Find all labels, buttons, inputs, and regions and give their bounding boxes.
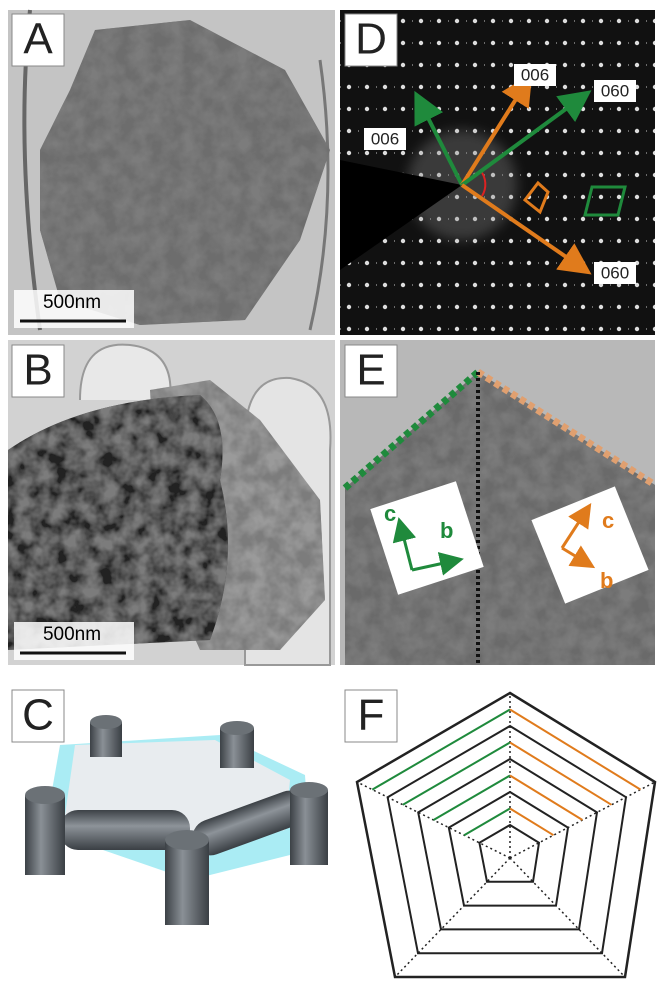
panel-label: A <box>23 15 53 64</box>
axis-label: b <box>440 518 453 543</box>
diagram-line <box>509 708 642 791</box>
panel-label: F <box>358 691 385 740</box>
diagram-line <box>447 790 570 907</box>
panel-e: c b c b E <box>340 340 657 665</box>
diagram-line <box>509 807 555 837</box>
annotation: 006 <box>371 129 399 148</box>
diagram-line <box>417 757 599 931</box>
diagram-line <box>394 857 511 978</box>
diagram-line <box>509 741 613 806</box>
panel-c: C <box>11 689 328 925</box>
annotation: 006 <box>521 65 549 84</box>
annotation: 060 <box>601 263 629 282</box>
diagram-line <box>386 724 628 955</box>
axis-label: c <box>384 501 396 526</box>
panel-label: D <box>355 15 387 64</box>
diagram-line <box>432 774 511 821</box>
panel-d: D 006 060 006 060 <box>340 10 655 335</box>
diagram-line <box>371 708 511 791</box>
panel-label: C <box>22 691 54 740</box>
panel-label: B <box>23 346 52 395</box>
axis-label: c <box>602 508 614 533</box>
scale-bar-label: 500nm <box>43 292 101 313</box>
diagram-line <box>402 741 511 806</box>
diagram-line <box>509 774 584 821</box>
diagram-line <box>355 691 657 979</box>
panel-label: E <box>356 346 385 395</box>
panel-f: F <box>344 689 657 979</box>
diagram-line <box>478 823 541 883</box>
annotation: 060 <box>601 81 629 100</box>
diagram-line <box>463 807 511 837</box>
panel-b: B 500nm <box>8 340 335 666</box>
axis-label: b <box>600 568 613 593</box>
scale-bar-label: 500nm <box>43 624 101 645</box>
panel-a: A 500nm <box>8 9 335 335</box>
